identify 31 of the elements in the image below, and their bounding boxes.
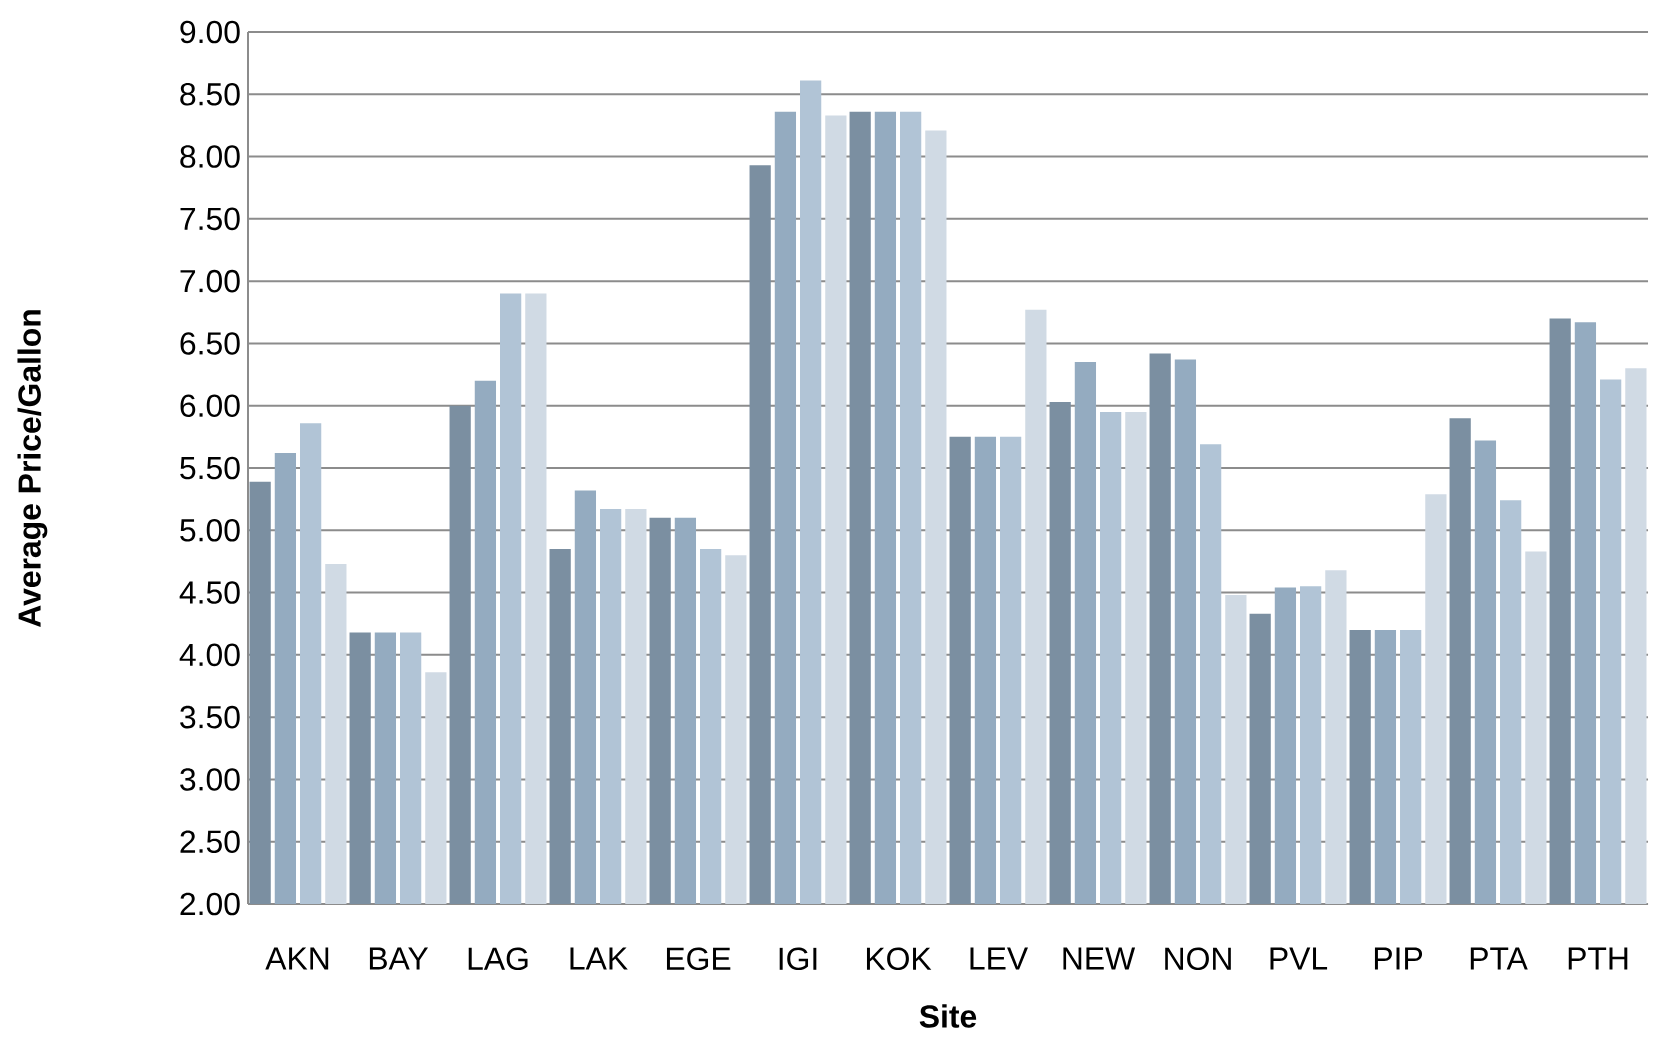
x-tick-label: EGE xyxy=(666,947,731,971)
y-axis-title: Average Price/Gallon xyxy=(17,310,48,627)
y-tick-label: 3.00 xyxy=(180,768,240,791)
y-tick-label: 5.50 xyxy=(180,456,240,480)
y-tick-label: 3.50 xyxy=(180,705,240,729)
y-tick-label: 7.00 xyxy=(180,269,240,293)
x-tick-label: KOK xyxy=(866,947,932,971)
x-tick-label: NON xyxy=(1165,947,1231,971)
y-tick-label: 7.50 xyxy=(180,207,240,231)
x-tick-label: BAY xyxy=(369,947,429,970)
y-tick-label: 9.00 xyxy=(180,20,240,44)
y-tick-label: 2.00 xyxy=(180,892,240,916)
y-tick-label: 6.50 xyxy=(180,332,240,355)
x-tick-label: LEV xyxy=(970,947,1028,970)
x-tick-label: PTA xyxy=(1470,947,1528,970)
y-tick-label: 5.00 xyxy=(180,518,240,542)
x-tick-label: PTH xyxy=(1568,947,1628,970)
x-tick-label: LAG xyxy=(468,947,528,971)
x-tick-label: PVL xyxy=(1270,947,1328,970)
x-tick-label: NEW xyxy=(1063,947,1136,970)
y-tick-label: 4.50 xyxy=(179,581,240,604)
y-tick-label: 8.00 xyxy=(180,145,240,168)
y-tick-label: 6.00 xyxy=(180,394,240,417)
y-tick-label: 8.50 xyxy=(180,82,240,106)
x-tick-label: AKN xyxy=(265,947,329,970)
x-axis-title: Site xyxy=(919,1004,977,1028)
y-tick-label: 2.50 xyxy=(180,830,240,853)
x-tick-label: LAK xyxy=(570,947,628,970)
x-tick-label: PIP xyxy=(1374,947,1423,970)
y-tick-label: 4.00 xyxy=(179,643,240,667)
x-tick-label: IGI xyxy=(779,947,817,971)
